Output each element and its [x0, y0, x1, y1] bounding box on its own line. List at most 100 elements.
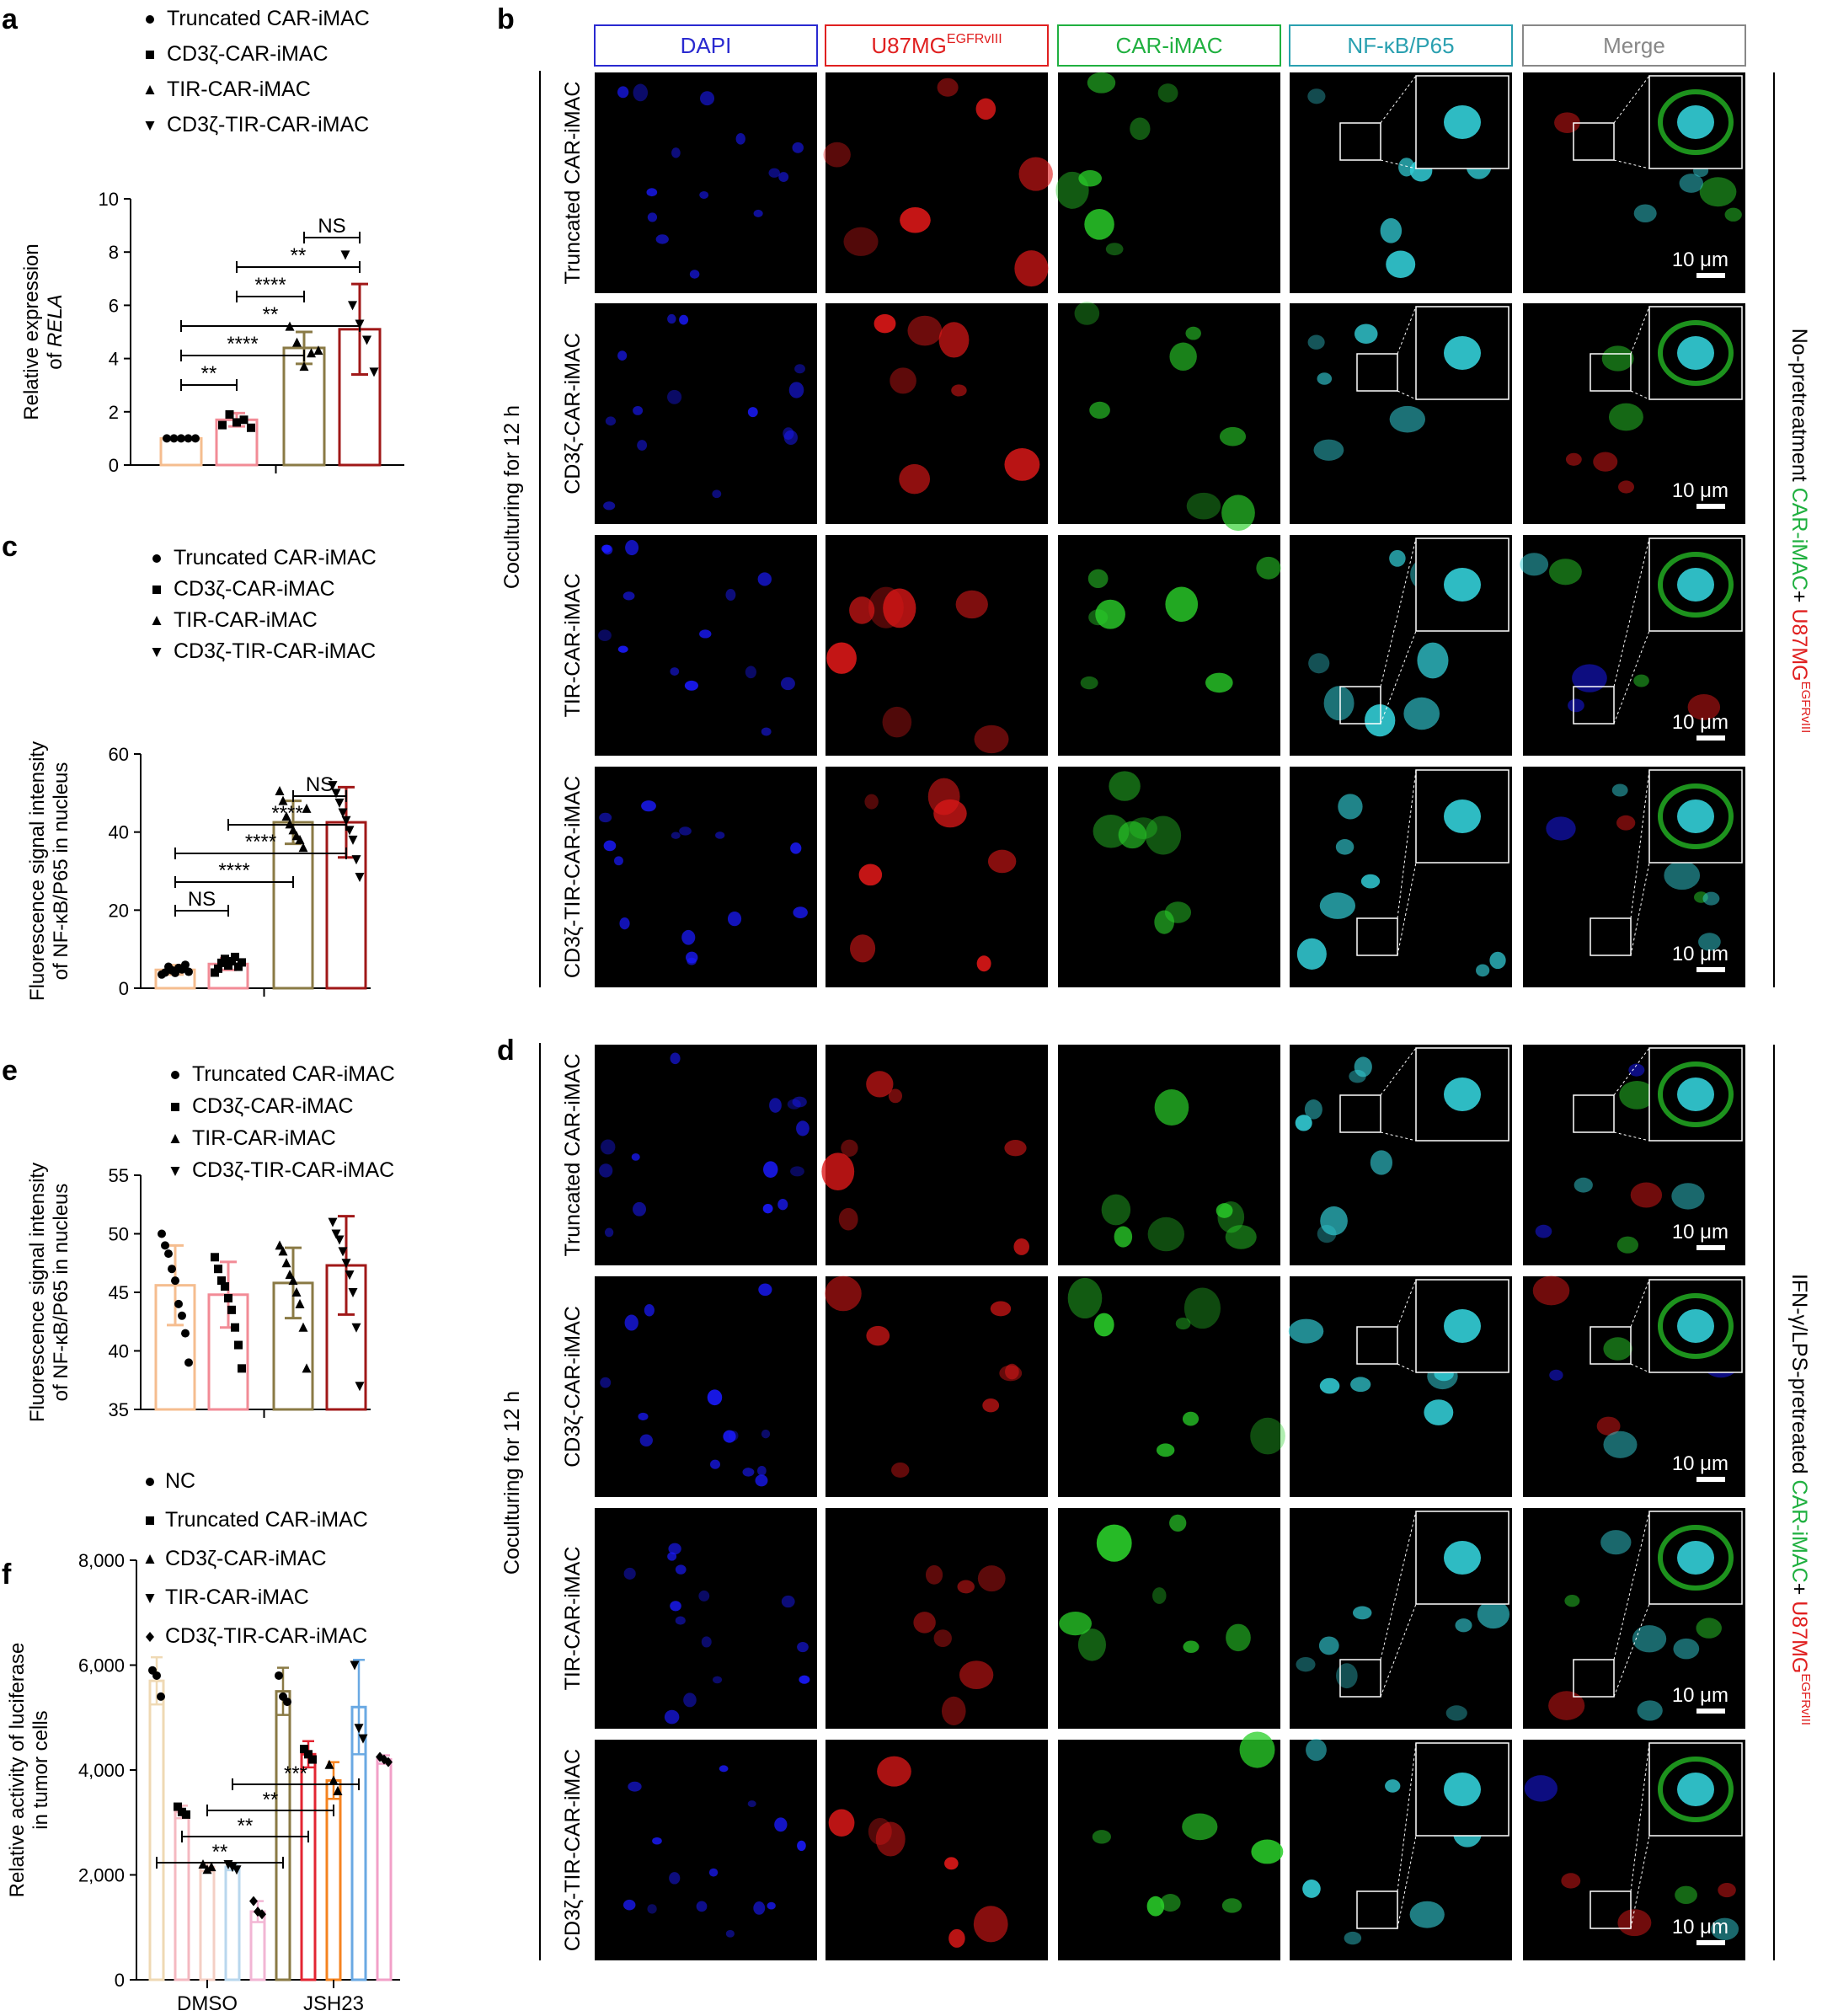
merge-signal: [1593, 452, 1618, 472]
y-label-line1: Fluorescence signal intensity: [26, 741, 49, 1001]
micrograph-tile: 10 μm: [1523, 1045, 1745, 1265]
inset-guide: [1380, 537, 1417, 687]
cell-signal: [1344, 1931, 1362, 1945]
cell-signal: [708, 1868, 719, 1877]
micrograph-tile: [1058, 1731, 1284, 1960]
data-point: [238, 1364, 246, 1373]
data-point: [285, 1270, 295, 1280]
merge-signal: [1601, 345, 1634, 372]
y-tick-label: 50: [109, 1224, 129, 1245]
micrograph-tile: [1290, 303, 1512, 524]
panel-letter-e: e: [2, 1055, 18, 1087]
legend-marker: [152, 616, 162, 625]
legend-marker: [146, 15, 154, 24]
charts-layer: Truncated CAR-iMAC CD3ζ-CAR-iMAC TIR-CAR-i…: [6, 7, 404, 2015]
cell-signal: [599, 812, 612, 823]
data-point: [181, 1329, 190, 1338]
merge-signal: [1603, 1430, 1638, 1458]
data-point: [334, 798, 345, 808]
y-axis-label: Fluorescence signal intensityof NF-κB/P6…: [26, 741, 72, 1001]
legend-label: CD3ζ-CAR-iMAC: [167, 42, 329, 66]
inset-nucleus: [1444, 105, 1481, 139]
cell-signal: [987, 849, 1017, 874]
merge-signal: [1696, 1618, 1722, 1639]
cell-signal: [1335, 1663, 1358, 1689]
cell-signal: [669, 1872, 681, 1885]
cell-signal: [625, 539, 639, 556]
micrograph-tile: [1290, 535, 1512, 756]
cell-signal: [781, 1595, 795, 1608]
micrograph-background: [1058, 1276, 1280, 1497]
data-point: [234, 962, 243, 971]
cell-signal: [858, 864, 883, 886]
inset-guide: [1613, 1603, 1650, 1698]
cell-signal: [639, 1434, 653, 1447]
cell-signal: [900, 206, 931, 233]
cell-signal: [1087, 72, 1116, 94]
cell-signal: [780, 676, 795, 691]
data-point: [158, 1229, 166, 1238]
scale-bar-label: 10 μm: [1672, 943, 1728, 965]
data-point: [295, 834, 305, 844]
significance-label: NS: [306, 773, 334, 796]
cell-signal: [715, 832, 725, 839]
cell-signal: [1109, 771, 1141, 801]
data-point: [338, 1247, 348, 1257]
inset-nucleus: [1677, 1309, 1714, 1343]
cell-signal: [1365, 703, 1396, 737]
cell-signal: [655, 234, 669, 244]
condition-label: No-pretreatment CAR-iMAC+ U87MGEGFRvIII: [1787, 329, 1813, 734]
data-point: [224, 961, 232, 971]
merge-signal: [1630, 1182, 1663, 1208]
merge-signal: [1549, 559, 1582, 586]
data-point: [292, 337, 302, 347]
cell-signal: [828, 1809, 855, 1837]
y-tick-label: 45: [109, 1282, 129, 1303]
x-category-label: DMSO: [177, 1992, 238, 2015]
cell-signal: [1296, 1657, 1316, 1672]
inset-source-box: [1590, 1890, 1632, 1929]
legend-marker: [152, 648, 162, 657]
cell-signal: [794, 364, 805, 374]
y-tick-label: 0: [109, 455, 119, 476]
legend-marker: [146, 1516, 154, 1525]
row-label: Truncated CAR-iMAC: [561, 82, 585, 285]
inset-source-box: [1590, 353, 1632, 392]
cell-signal: [957, 1580, 975, 1594]
cell-signal: [941, 1696, 966, 1725]
legend-marker: [146, 1632, 154, 1642]
merge-signal: [1718, 1882, 1736, 1898]
cell-signal: [679, 826, 692, 836]
inset-guide: [1380, 1603, 1417, 1698]
legend-label: NC: [165, 1469, 195, 1493]
significance-label: ****: [245, 831, 276, 853]
micrograph-tile: 10 μm: [1523, 1275, 1745, 1497]
bar: [275, 1690, 291, 1981]
inset-nucleus: [1677, 1773, 1714, 1806]
data-point: [308, 1755, 317, 1764]
micrograph-tile: [1290, 767, 1512, 987]
row-label: CD3ζ-CAR-iMAC: [561, 333, 585, 495]
micrograph-background: [826, 1508, 1048, 1729]
legend-marker: [145, 1554, 155, 1564]
significance-label: ****: [271, 802, 302, 825]
column-header-4: Merge: [1603, 33, 1665, 58]
cell-signal: [826, 642, 857, 674]
cell-signal: [944, 1857, 959, 1870]
cell-signal: [790, 1166, 804, 1177]
micrograph-tile: [1058, 1045, 1280, 1265]
data-point: [232, 1865, 242, 1875]
cell-signal: [624, 1314, 639, 1331]
cell-signal: [882, 706, 912, 738]
cell-signal: [890, 367, 916, 394]
cell-signal: [1185, 326, 1201, 340]
cell-signal: [1477, 1600, 1510, 1629]
cell-signal: [1182, 1411, 1200, 1426]
cell-signal: [849, 596, 875, 624]
micrograph-tile: [595, 1740, 817, 1960]
significance-label: **: [201, 362, 217, 385]
cell-signal: [790, 842, 802, 854]
cell-signal: [1105, 243, 1124, 256]
row-label: TIR-CAR-iMAC: [561, 1547, 585, 1691]
